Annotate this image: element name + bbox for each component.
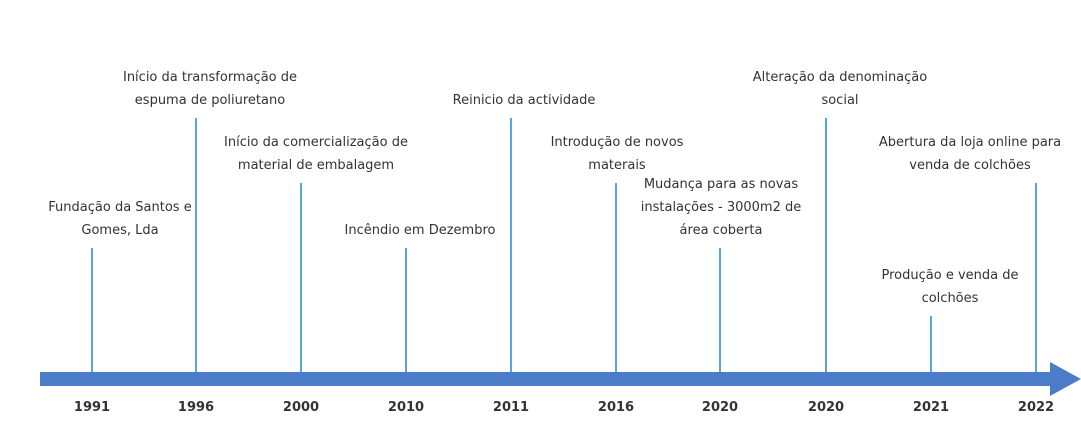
event-label: colchões bbox=[922, 291, 979, 306]
event-year: 2011 bbox=[493, 400, 529, 415]
event-label: Reinicio da actividade bbox=[453, 93, 596, 108]
event-label: Início da transformação de bbox=[123, 70, 297, 85]
timeline-axis bbox=[40, 372, 1062, 386]
event-label: social bbox=[821, 93, 858, 108]
event-label: Abertura da loja online para bbox=[879, 135, 1061, 150]
event-year: 2020 bbox=[702, 400, 738, 415]
event-label: Produção e venda de bbox=[882, 268, 1019, 283]
event-label: materais bbox=[588, 158, 646, 173]
event-year: 2020 bbox=[808, 400, 844, 415]
event-label: material de embalagem bbox=[238, 158, 394, 173]
event-label: instalações - 3000m2 de bbox=[641, 200, 802, 215]
event-year: 2022 bbox=[1018, 400, 1054, 415]
event-label: Mudança para as novas bbox=[644, 177, 799, 192]
event-label: Alteração da denominação bbox=[753, 70, 927, 85]
event-year: 2016 bbox=[598, 400, 634, 415]
event-year: 2000 bbox=[283, 400, 319, 415]
event-label: Gomes, Lda bbox=[81, 223, 158, 238]
timeline-arrowhead bbox=[1050, 362, 1081, 396]
event-year: 2010 bbox=[388, 400, 424, 415]
event-label: área coberta bbox=[680, 223, 763, 238]
event-label: venda de colchões bbox=[909, 158, 1031, 173]
event-year: 2021 bbox=[913, 400, 949, 415]
event-year: 1996 bbox=[178, 400, 214, 415]
event-label: Início da comercialização de bbox=[224, 135, 408, 150]
event-label: Incêndio em Dezembro bbox=[345, 223, 496, 238]
event-label: espuma de poliuretano bbox=[135, 93, 285, 108]
event-year: 1991 bbox=[74, 400, 110, 415]
event-label: Introdução de novos bbox=[551, 135, 684, 150]
event-label: Fundação da Santos e bbox=[48, 200, 191, 215]
